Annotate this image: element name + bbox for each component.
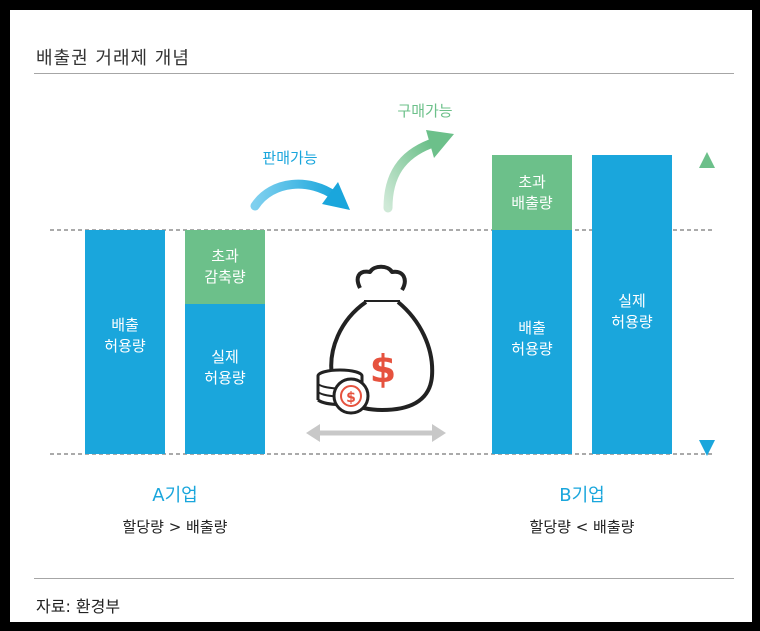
a-bar2-bottom-label-line2: 허용량 [204,369,246,387]
a-bar1-label-line1: 배출 [111,316,139,334]
b-bar1-bottom-label-line1: 배출 [518,319,546,337]
coin-dollar-icon: $ [346,390,356,406]
company-a-relation: 할당량 > 배출량 [123,518,228,536]
sell-curved-arrow-icon [250,179,350,211]
title-divider [34,73,734,74]
footer-divider [34,578,734,579]
source-note: 자료: 환경부 [36,597,121,616]
b-bar1-top-label-line1: 초과 [518,173,546,191]
company-b-name: B기업 [559,485,604,506]
a-bar2-bottom-label-line1: 실제 [211,348,239,366]
range-double-arrow-icon [699,152,715,456]
dollar-sign-icon: $ [370,347,396,391]
b-emission-allowance-segment [492,230,572,454]
a-bar2-top-label-line2: 감축량 [204,268,246,286]
company-b-relation: 할당량 < 배출량 [530,518,635,536]
b-bar2-label-line2: 허용량 [611,313,653,331]
b-actual-allowance-bar [592,155,672,454]
buy-possible-label: 구매가능 [397,102,452,120]
diagram-card: 배출권 거래제 개념 배출 허용량 초과 감축량 실제 허용량 초과 배출량 배… [10,10,752,622]
a-emission-allowance-bar [85,230,165,454]
a-bar1-label-line2: 허용량 [104,337,146,355]
exchange-double-arrow-icon [306,424,446,442]
coin-stack-icon: $ [316,368,370,415]
sell-possible-label: 판매가능 [262,149,317,167]
emissions-trading-diagram: 배출 허용량 초과 감축량 실제 허용량 초과 배출량 배출 허용량 실제 허용… [50,102,715,536]
page-title: 배출권 거래제 개념 [36,48,190,69]
company-a-name: A기업 [152,485,197,506]
a-excess-reduction-segment [185,230,265,304]
a-actual-allowance-segment [185,304,265,454]
b-excess-emission-segment [492,155,572,230]
buy-curved-arrow-icon [383,130,454,213]
a-bar2-top-label-line1: 초과 [211,247,239,265]
b-bar1-bottom-label-line2: 허용량 [511,340,553,358]
b-bar1-top-label-line2: 배출량 [511,194,553,212]
b-bar2-label-line1: 실제 [618,292,646,310]
